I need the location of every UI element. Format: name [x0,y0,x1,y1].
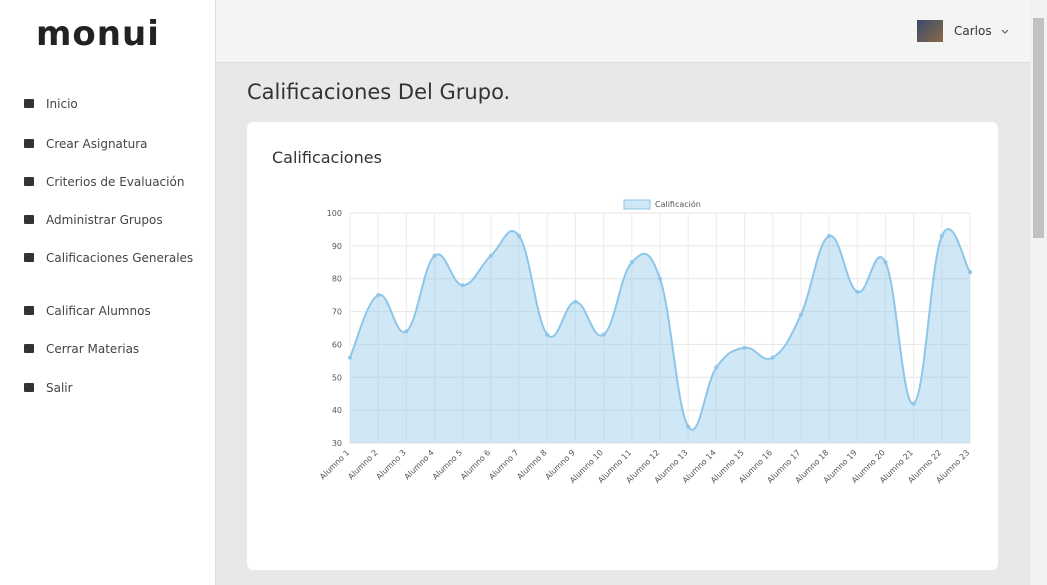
point [686,424,691,429]
menu-label[interactable]: Administrar Grupos [46,213,163,227]
point [573,299,578,304]
point [714,365,719,370]
page-title: Calificaciones Del Grupo. [247,80,511,104]
scrollbar[interactable] [1030,0,1047,585]
sidebar: monui [0,0,216,585]
point [488,253,493,258]
legend-label: Calificación [655,199,701,209]
menu-label[interactable]: Crear Asignatura [46,137,148,151]
scroll-thumb[interactable] [1033,18,1044,238]
point [545,332,550,337]
point [658,276,662,281]
card [247,122,998,570]
avatar[interactable] [917,20,943,42]
y-tick-label: 80 [332,275,342,284]
menu-item[interactable]: Calificaciones Generales [22,250,202,266]
menu-item[interactable]: Cerrar Materias [22,341,202,357]
y-tick-label: 90 [332,242,342,251]
menu-icon [24,344,34,353]
chevron[interactable] [1001,29,1009,35]
menu-icon [24,177,34,186]
point [742,345,747,350]
menu-label[interactable]: Calificar Alumnos [46,304,151,318]
point [517,234,522,238]
y-tick-label: 70 [332,308,342,317]
point [911,401,916,406]
card-title: Calificaciones [272,148,382,167]
point [883,260,888,265]
menu-item[interactable]: Administrar Grupos [22,212,202,228]
menu-label[interactable]: Salir [46,381,73,395]
point [432,253,437,258]
point [376,293,381,298]
area [350,228,970,443]
point [770,355,775,360]
point [855,289,860,294]
menu-icon [24,306,34,315]
menu-icon [24,139,34,148]
user-name[interactable]: Carlos [954,24,992,38]
point [629,260,634,265]
menu-icon [24,99,34,108]
menu-label[interactable]: Inicio [46,97,78,111]
menu-label[interactable]: Calificaciones Generales [46,251,194,265]
point [348,355,352,360]
point [798,312,803,317]
menu-icon [24,383,34,392]
menu-item[interactable]: Criterios de Evaluación [22,174,202,190]
y-tick-label: 30 [332,439,342,448]
point [968,270,972,275]
point [460,283,465,288]
menu-icon [24,253,34,262]
y-tick-label: 50 [332,373,342,382]
legend-swatch [623,199,651,210]
brand[interactable]: monui [36,14,160,54]
y-tick-label: 60 [332,340,342,349]
menu-item[interactable]: Inicio [22,96,202,112]
menu-icon [24,215,34,224]
y-tick-label: 100 [327,209,342,218]
point [404,329,409,334]
menu-label[interactable]: Cerrar Materias [46,342,140,356]
topbar: Carlos [216,0,1030,63]
menu-item[interactable]: Calificar Alumnos [22,303,202,319]
point [827,234,832,238]
menu-item[interactable]: Salir [22,380,202,396]
menu-item[interactable]: Crear Asignatura [22,136,202,152]
point [939,234,944,238]
menu-label[interactable]: Criterios de Evaluación [46,175,185,189]
point [601,332,606,337]
y-tick-label: 40 [332,406,342,415]
